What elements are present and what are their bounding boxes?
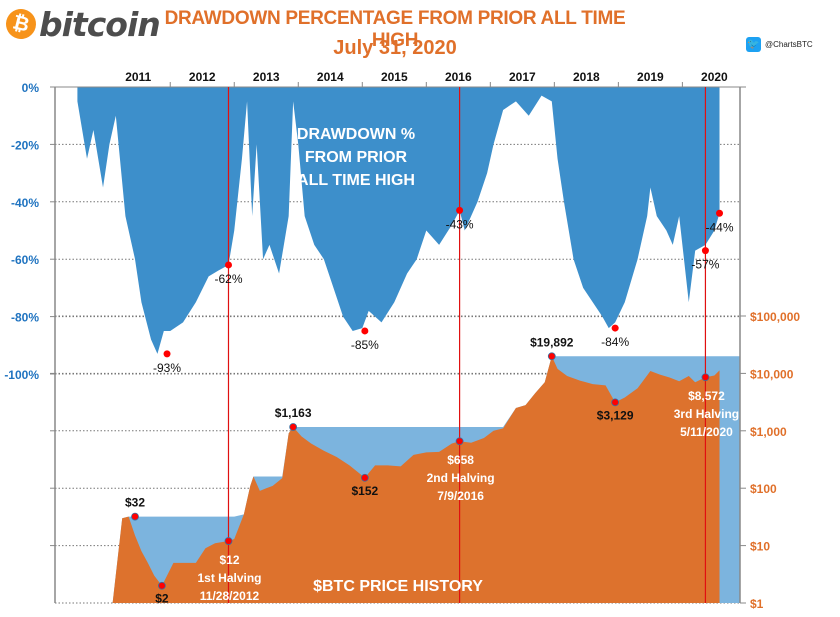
left-axis-label: -100%	[4, 368, 39, 382]
left-axis-label: -60%	[11, 253, 39, 267]
drawdown-marker	[716, 209, 724, 217]
bitcoin-wordmark: bitcoin	[39, 4, 161, 44]
left-axis-label: -80%	[11, 311, 39, 325]
price-marker	[224, 537, 233, 545]
year-label: 2020	[701, 70, 728, 84]
drawdown-label: -57%	[691, 258, 719, 272]
twitter-credit[interactable]: 🐦 @ChartsBTC	[746, 37, 813, 52]
drawdown-marker	[456, 206, 464, 214]
price-marker	[455, 437, 464, 446]
price-marker	[158, 581, 166, 590]
year-label: 2018	[573, 70, 600, 84]
right-axis-label: $1	[750, 597, 764, 611]
drawdown-area	[77, 87, 720, 354]
halving-label: 11/28/2012	[200, 589, 260, 603]
halving-label: 7/9/2016	[437, 489, 484, 503]
price-label: $658	[447, 453, 474, 467]
right-axis-label: $10	[750, 540, 770, 554]
right-axis-label: $1,000	[750, 425, 787, 439]
drawdown-marker	[701, 247, 709, 255]
year-label: 2019	[637, 70, 664, 84]
halving-label: 1st Halving	[197, 571, 261, 585]
left-axis-label: -20%	[11, 138, 39, 152]
drawdown-label: -44%	[706, 220, 734, 234]
drawdown-marker	[611, 324, 619, 332]
right-axis-label: $100,000	[750, 310, 800, 324]
drawdown-label: -62%	[214, 272, 242, 286]
left-axis-label: 0%	[22, 81, 40, 95]
price-label: $8,572	[688, 389, 725, 403]
halving-label: 5/11/2020	[680, 425, 733, 439]
price-label: $12	[219, 553, 239, 567]
price-marker	[547, 352, 556, 361]
year-label: 2011	[125, 70, 151, 84]
bitcoin-logo: ₿ bitcoin	[2, 4, 161, 44]
price-marker	[131, 512, 139, 521]
chart-date: July 31, 2020	[333, 37, 457, 59]
price-label: $2	[155, 592, 169, 606]
year-label: 2012	[189, 70, 216, 84]
year-label: 2013	[253, 70, 280, 84]
twitter-bird-icon: 🐦	[746, 37, 761, 52]
drawdown-panel-label: FROM PRIOR	[305, 149, 408, 166]
year-label: 2016	[445, 70, 472, 84]
price-marker	[611, 398, 620, 407]
price-area	[77, 356, 720, 603]
price-panel-label: $BTC PRICE HISTORY	[313, 578, 483, 595]
year-label: 2015	[381, 70, 408, 84]
price-label: $19,892	[530, 335, 574, 349]
drawdown-label: -43%	[446, 217, 474, 231]
price-label: $32	[125, 496, 145, 510]
twitter-handle[interactable]: @ChartsBTC	[765, 40, 813, 49]
drawdown-label: -84%	[601, 335, 629, 349]
drawdown-panel-label: ALL TIME HIGH	[297, 172, 415, 189]
halving-label: 3rd Halving	[674, 407, 739, 421]
halving-label: 2nd Halving	[427, 471, 495, 485]
drawdown-label: -85%	[351, 338, 379, 352]
right-axis-label: $10,000	[750, 367, 794, 381]
drawdown-panel-label: DRAWDOWN %	[297, 126, 415, 143]
drawdown-marker	[361, 327, 369, 335]
price-marker	[701, 373, 710, 382]
right-axis-label: $100	[750, 482, 777, 496]
price-marker	[289, 423, 298, 431]
chart-title: DRAWDOWN PERCENTAGE FROM PRIOR ALL TIME …	[164, 8, 626, 51]
left-axis-label: -40%	[11, 196, 39, 210]
price-marker	[360, 473, 369, 482]
drawdown-marker	[224, 261, 232, 269]
drawdown-marker	[163, 350, 171, 358]
price-label: $152	[351, 484, 378, 498]
year-label: 2014	[317, 70, 344, 84]
price-label: $1,163	[275, 406, 312, 420]
year-label: 2017	[509, 70, 536, 84]
price-label: $3,129	[597, 408, 634, 422]
drawdown-label: -93%	[153, 361, 181, 375]
